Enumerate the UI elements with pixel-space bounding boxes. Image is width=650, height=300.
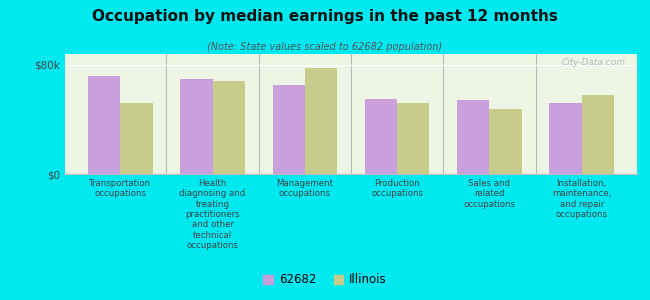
Bar <box>582 95 614 174</box>
Bar <box>305 68 337 174</box>
Bar <box>397 103 430 174</box>
Bar <box>213 81 245 174</box>
Text: Occupation by median earnings in the past 12 months: Occupation by median earnings in the pas… <box>92 9 558 24</box>
Bar <box>365 99 397 174</box>
Bar <box>120 103 153 174</box>
Bar <box>489 109 522 174</box>
Bar <box>180 79 213 174</box>
Bar <box>272 85 305 174</box>
Bar <box>88 76 120 174</box>
Text: (Note: State values scaled to 62682 population): (Note: State values scaled to 62682 popu… <box>207 42 443 52</box>
Bar <box>457 100 489 174</box>
Text: City-Data.com: City-Data.com <box>562 58 625 67</box>
Legend: 62682, Illinois: 62682, Illinois <box>259 269 391 291</box>
Bar <box>549 103 582 174</box>
